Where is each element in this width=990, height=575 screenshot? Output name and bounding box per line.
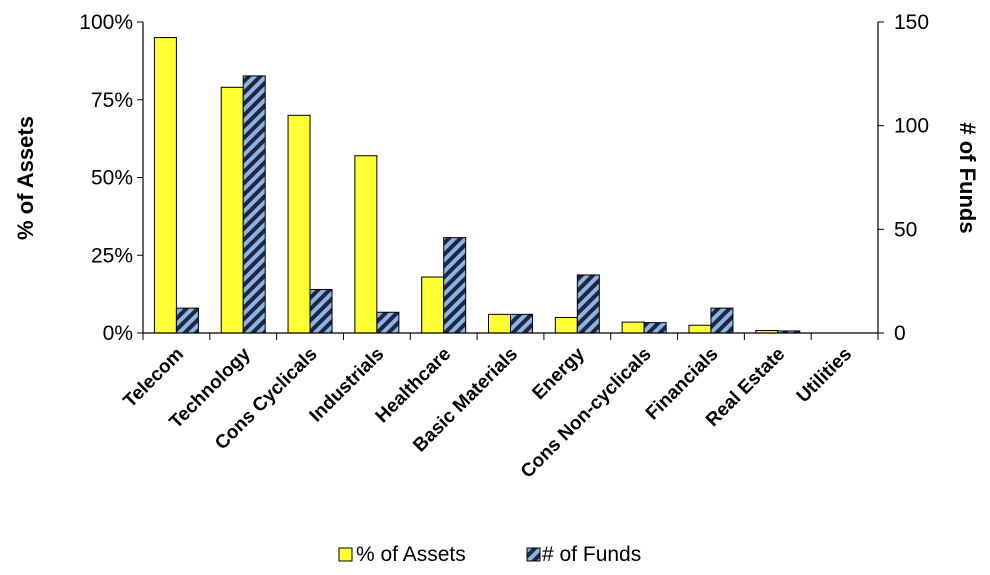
right-axis-title: # of Funds bbox=[955, 122, 980, 233]
bar-assets-basic-materials bbox=[488, 313, 511, 334]
bar-assets-cons-cyclicals bbox=[287, 114, 311, 334]
bar-assets-telecom bbox=[153, 37, 177, 334]
bar-assets-technology bbox=[220, 86, 244, 334]
left-tick-label: 0% bbox=[103, 322, 133, 345]
bar-funds-financials bbox=[710, 307, 734, 334]
bar-funds-cons-cyclicals bbox=[309, 288, 333, 334]
bar-assets-financials bbox=[688, 324, 712, 334]
bar-funds-energy bbox=[576, 274, 600, 334]
bar-funds-cons-non-cyclicals bbox=[643, 322, 667, 334]
bar-funds-healthcare bbox=[443, 237, 467, 334]
tick-labels: 0% 25% 50% 75% 100% 0 50 100 150 bbox=[79, 11, 929, 345]
category-label-cons-non-cyclicals: Cons Non-cyclicals bbox=[517, 344, 656, 483]
legend-label-funds: # of Funds bbox=[542, 543, 641, 566]
bar-assets-industrials bbox=[354, 155, 378, 334]
legend-label-assets: % of Assets bbox=[356, 543, 466, 566]
bar-funds-basic-materials bbox=[510, 313, 533, 334]
bar-assets-healthcare bbox=[421, 276, 445, 334]
bar-assets-energy bbox=[554, 316, 578, 334]
category-label-energy: Energy bbox=[528, 343, 589, 404]
category-label-telecom: Telecom bbox=[120, 344, 188, 412]
bar-funds-telecom bbox=[175, 307, 199, 334]
left-tick-label: 50% bbox=[91, 167, 133, 190]
left-tick-label: 25% bbox=[91, 244, 133, 267]
right-tick-label: 0 bbox=[894, 322, 906, 345]
left-tick-label: 100% bbox=[79, 11, 133, 34]
bar-funds-industrials bbox=[376, 311, 400, 334]
right-tick-label: 150 bbox=[894, 11, 929, 34]
left-tick-label: 75% bbox=[91, 89, 133, 112]
right-tick-label: 50 bbox=[894, 218, 917, 241]
category-label-utilities: Utilities bbox=[793, 344, 856, 407]
legend: % of Assets # of Funds bbox=[338, 543, 641, 566]
bar-funds-technology bbox=[242, 75, 266, 334]
left-axis-title: % of Assets bbox=[13, 116, 38, 240]
axes bbox=[137, 21, 884, 340]
bar-assets-cons-non-cyclicals bbox=[621, 321, 645, 334]
right-tick-label: 100 bbox=[894, 115, 929, 138]
legend-swatch-funds bbox=[526, 547, 541, 562]
legend-swatch-assets bbox=[338, 547, 353, 562]
plot-area bbox=[153, 37, 801, 334]
